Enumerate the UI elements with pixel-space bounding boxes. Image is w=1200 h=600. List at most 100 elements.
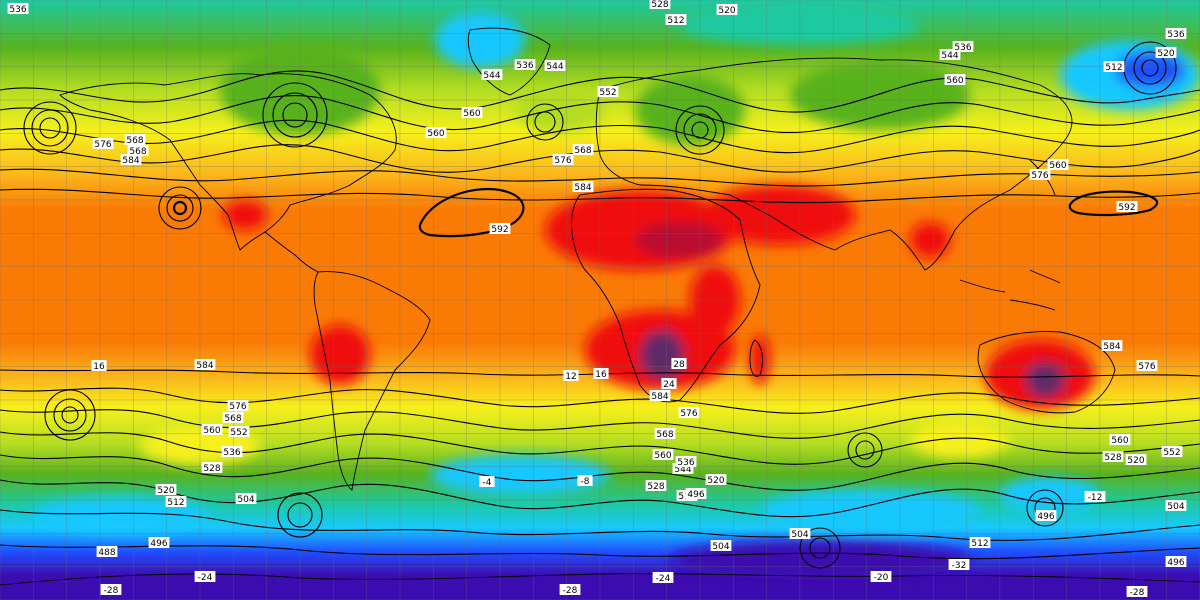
contour-north-1 [0, 70, 1200, 113]
contour-label-background [1102, 451, 1124, 462]
contour-label-background [939, 49, 961, 60]
contour-label-background [649, 0, 671, 9]
low-north-atlantic [526, 103, 564, 141]
contour-label-l26: 512 [1103, 61, 1125, 73]
contour-label-background [716, 4, 738, 15]
contour-label-background [597, 86, 619, 97]
contour-label-l45: 528 [645, 480, 667, 492]
temperature-label-text: -32 [952, 561, 967, 571]
contour-label-text: 504 [1167, 502, 1184, 512]
contour-label-text: 488 [98, 548, 115, 558]
contour-label-text: 576 [680, 409, 697, 419]
cold-area-south-pacific [30, 497, 210, 533]
contour-label-l30: 568 [222, 412, 244, 424]
contour-label-l41: 568 [654, 428, 676, 440]
contour-label-background [92, 138, 114, 149]
temperature-label-background [563, 370, 579, 381]
contour-label-text: 496 [1167, 558, 1184, 568]
temperature-label-t7: -28 [100, 584, 122, 596]
contour-label-l15: 568 [124, 134, 146, 146]
contour-label-l20: 536 [952, 41, 974, 53]
coast-africa [571, 188, 761, 403]
contour-label-text: 536 [1167, 30, 1184, 40]
contour-label-l12: 592 [489, 223, 511, 235]
contour-label-text: 584 [196, 361, 213, 371]
contour-label-text: 536 [9, 5, 26, 15]
hot-area-sahara-core [635, 222, 725, 258]
contour-label-text: 544 [674, 465, 691, 475]
temperature-label-text: -28 [1130, 588, 1145, 598]
contour-label-l51: 496 [1035, 510, 1057, 522]
contour-label-text: 536 [677, 458, 694, 468]
contour-label-text: 536 [954, 43, 971, 53]
contour-label-text: 504 [791, 530, 808, 540]
contour-label-text: 560 [463, 109, 480, 119]
hot-area-arabia [705, 185, 855, 245]
contour-label-text: 528 [203, 464, 220, 474]
contour-label-l6: 544 [481, 69, 503, 81]
contour-north-4 [0, 144, 1200, 173]
temperature-label-t9: -20 [870, 571, 892, 583]
contour-label-l39: 584 [649, 390, 671, 402]
contour-label-l34: 520 [155, 484, 177, 496]
contour-label-background [1136, 360, 1158, 371]
contour-label-text: 560 [427, 129, 444, 139]
contour-south-6 [0, 479, 1200, 518]
contour-label-text: 584 [651, 392, 668, 402]
coast-madagascar [749, 339, 763, 377]
contour-label-background [944, 74, 966, 85]
contour-label-background [1047, 159, 1069, 170]
contour-label-background [1165, 556, 1187, 567]
temperature-label-background [593, 368, 609, 379]
contour-label-background [222, 412, 244, 423]
contour-label-l10: 576 [552, 154, 574, 166]
contour-label-text: 560 [1111, 436, 1128, 446]
contour-label-text: 552 [230, 428, 247, 438]
contour-label-l27: 584 [194, 359, 216, 371]
contour-label-text: 544 [941, 51, 958, 61]
contour-label-background [552, 154, 574, 165]
contour-label-text: 592 [491, 225, 508, 235]
contour-label-l5: 536 [514, 59, 536, 71]
temperature-label-background [1084, 491, 1106, 502]
temperature-label-t10: -24 [652, 572, 674, 584]
contour-label-text: 520 [707, 476, 724, 486]
contour-label-l3: 512 [665, 14, 687, 26]
contour-label-text: 528 [647, 482, 664, 492]
contour-label-background [544, 60, 566, 71]
contour-label-l32: 536 [221, 446, 243, 458]
contour-label-background [1165, 500, 1187, 511]
contour-label-background [165, 496, 187, 507]
contour-label-l49: 504 [710, 540, 732, 552]
contour-label-text: 576 [1138, 362, 1155, 372]
contour-label-background [227, 400, 249, 411]
contour-label-l59: 504 [1165, 500, 1187, 512]
contour-label-text: 592 [1118, 203, 1135, 213]
temperature-label-text: -20 [874, 573, 889, 583]
contour-label-text: 536 [516, 61, 533, 71]
contour-label-text: 512 [1105, 63, 1122, 73]
temperature-label-background [948, 559, 970, 570]
contour-label-text: 568 [656, 430, 673, 440]
contour-label-l11: 584 [572, 181, 594, 193]
contour-label-l58: 520 [1125, 454, 1147, 466]
temperature-label-t6: -24 [194, 571, 216, 583]
low-hudson-bay [262, 82, 328, 148]
cell-south-indian [847, 432, 883, 468]
contour-label-text: 560 [1049, 161, 1066, 171]
temperature-label-text: -28 [104, 586, 119, 596]
temperature-label-t1: 16 [91, 360, 107, 372]
contour-label-l2: 528 [649, 0, 671, 10]
coastlines [0, 27, 1200, 586]
contour-label-text: 504 [237, 495, 254, 505]
contour-label-l14: 560 [425, 127, 447, 139]
contour-label-background [1155, 47, 1177, 58]
contour-label-background [652, 449, 674, 460]
contour-label-background [120, 154, 142, 165]
contour-label-background [654, 428, 676, 439]
temperature-label-text: -24 [198, 573, 213, 583]
coast-indonesia [959, 269, 1061, 311]
contour-label-background [672, 463, 694, 474]
contour-label-text: 512 [667, 16, 684, 26]
temperature-labels: 16 12 16 28 24 -24 -28 -32 -20 -24 -28 -28 -12 -8 -4 [91, 358, 1148, 598]
